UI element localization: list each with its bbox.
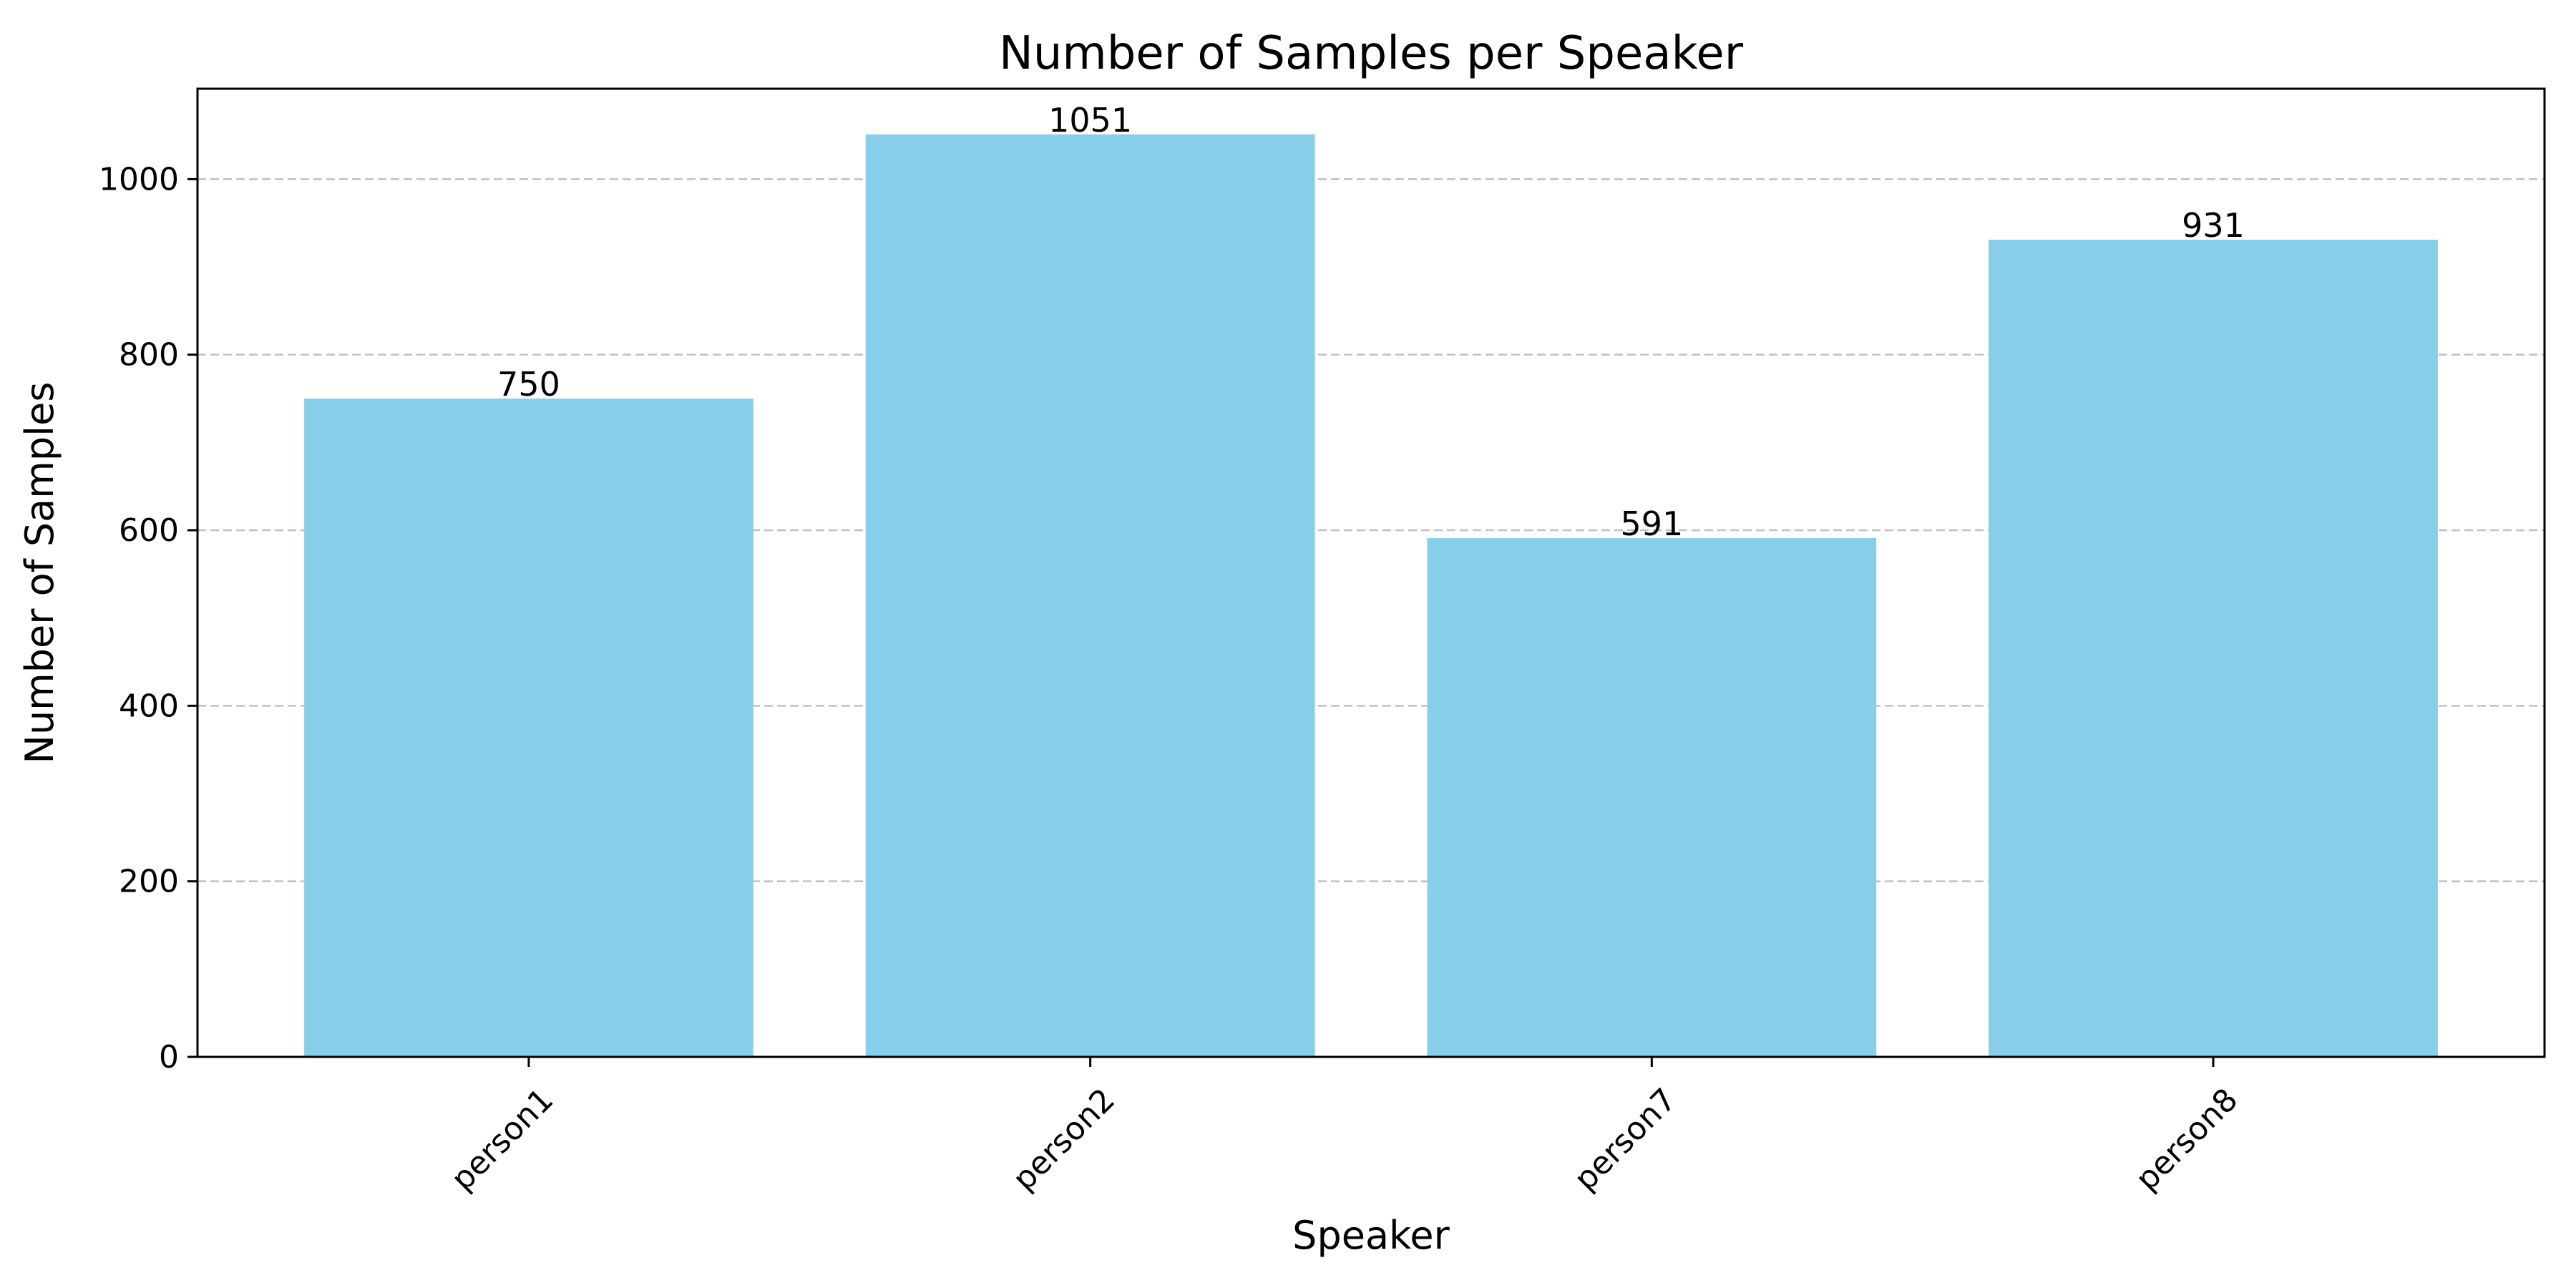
- x-tick-label: person7: [1567, 1081, 1684, 1198]
- bar-value-label: 750: [497, 365, 560, 404]
- x-axis-ticks: person1 person2 person7 person8: [444, 1057, 2245, 1198]
- bar-person2: [865, 134, 1315, 1058]
- bar-person1: [304, 399, 753, 1057]
- x-tick-label: person2: [1006, 1081, 1123, 1198]
- bars: [304, 134, 2438, 1058]
- x-tick-label: person1: [444, 1081, 561, 1198]
- x-tick-label: person8: [2129, 1081, 2245, 1198]
- y-tick-label: 600: [119, 512, 179, 549]
- plot-frame: [196, 87, 2546, 1058]
- y-tick-label: 800: [119, 337, 179, 374]
- y-tick-label: 0: [159, 1039, 179, 1075]
- y-tick-label: 1000: [99, 161, 179, 197]
- bar-value-label: 1051: [1048, 101, 1132, 140]
- x-axis-title: Speaker: [1292, 1213, 1450, 1258]
- bar-value-label: 591: [1620, 504, 1683, 543]
- bar-person8: [1989, 239, 2438, 1057]
- y-tick-label: 400: [119, 688, 179, 724]
- y-axis-title: Number of Samples: [17, 382, 62, 764]
- bar-person7: [1427, 538, 1877, 1057]
- y-axis-ticks: 0 200 400 600 800 1000: [99, 161, 197, 1075]
- y-tick-label: 200: [119, 864, 179, 900]
- bar-value-labels: 750 1051 591 931: [497, 101, 2245, 543]
- chart-title: Number of Samples per Speaker: [999, 27, 1744, 80]
- bar-value-label: 931: [2182, 206, 2245, 245]
